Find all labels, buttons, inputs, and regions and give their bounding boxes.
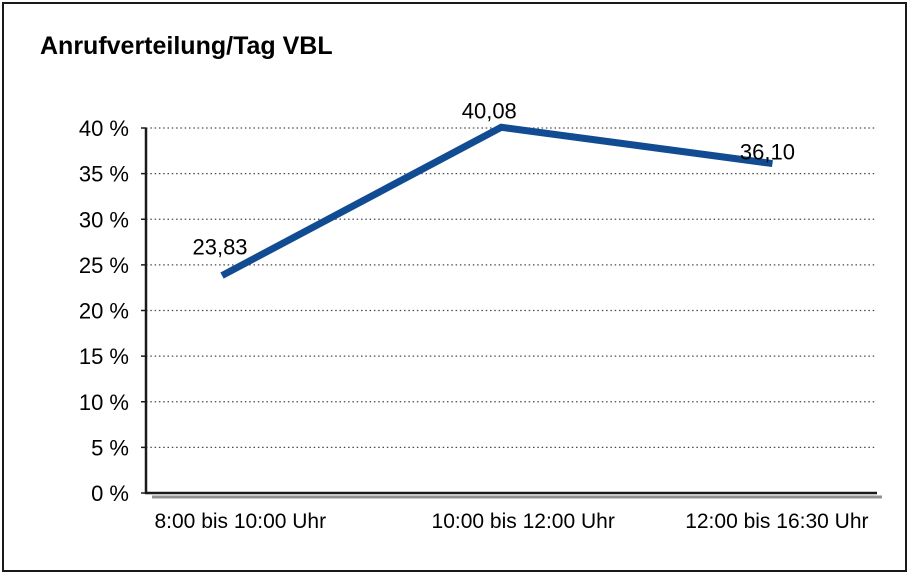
y-axis-tick-label: 40 % bbox=[79, 116, 129, 141]
y-axis-tick-label: 35 % bbox=[79, 162, 129, 187]
data-point-label: 23,83 bbox=[192, 235, 247, 260]
x-axis-category-label: 10:00 bis 12:00 Uhr bbox=[432, 510, 615, 533]
y-axis-tick-label: 5 % bbox=[91, 435, 129, 460]
line-chart: 0 % 5 % 10 % 15 % 20 % 25 % 30 % 35 % 40 % 8:00 b… bbox=[79, 98, 882, 533]
x-axis-category-label: 12:00 bis 16:30 Uhr bbox=[685, 510, 868, 533]
x-axis-labels: 8:00 bis 10:00 Uhr 10:00 bis 12:00 Uhr 12:… bbox=[154, 510, 868, 533]
y-axis-tick-label: 10 % bbox=[79, 390, 129, 415]
y-axis-tick-label: 25 % bbox=[79, 253, 129, 278]
x-axis-category-label: 8:00 bis 10:00 Uhr bbox=[154, 510, 326, 533]
data-point-label: 36,10 bbox=[740, 140, 795, 165]
gridlines bbox=[146, 127, 877, 448]
data-labels: 23,83 40,08 36,10 bbox=[192, 98, 795, 259]
chart-frame: Anrufverteilung/Tag VBL 0 % 5 % 10 % 15 % 20… bbox=[2, 2, 907, 572]
y-axis-tick-label: 0 % bbox=[91, 481, 129, 506]
y-axis-labels: 0 % 5 % 10 % 15 % 20 % 25 % 30 % 35 % 40 % bbox=[79, 116, 129, 506]
y-axis-tick-label: 20 % bbox=[79, 299, 129, 324]
series-line bbox=[220, 123, 773, 279]
data-point-label: 40,08 bbox=[462, 98, 517, 123]
chart-title: Anrufverteilung/Tag VBL bbox=[40, 32, 333, 60]
y-axis-tick-label: 15 % bbox=[79, 344, 129, 369]
y-axis-tick-label: 30 % bbox=[79, 207, 129, 232]
